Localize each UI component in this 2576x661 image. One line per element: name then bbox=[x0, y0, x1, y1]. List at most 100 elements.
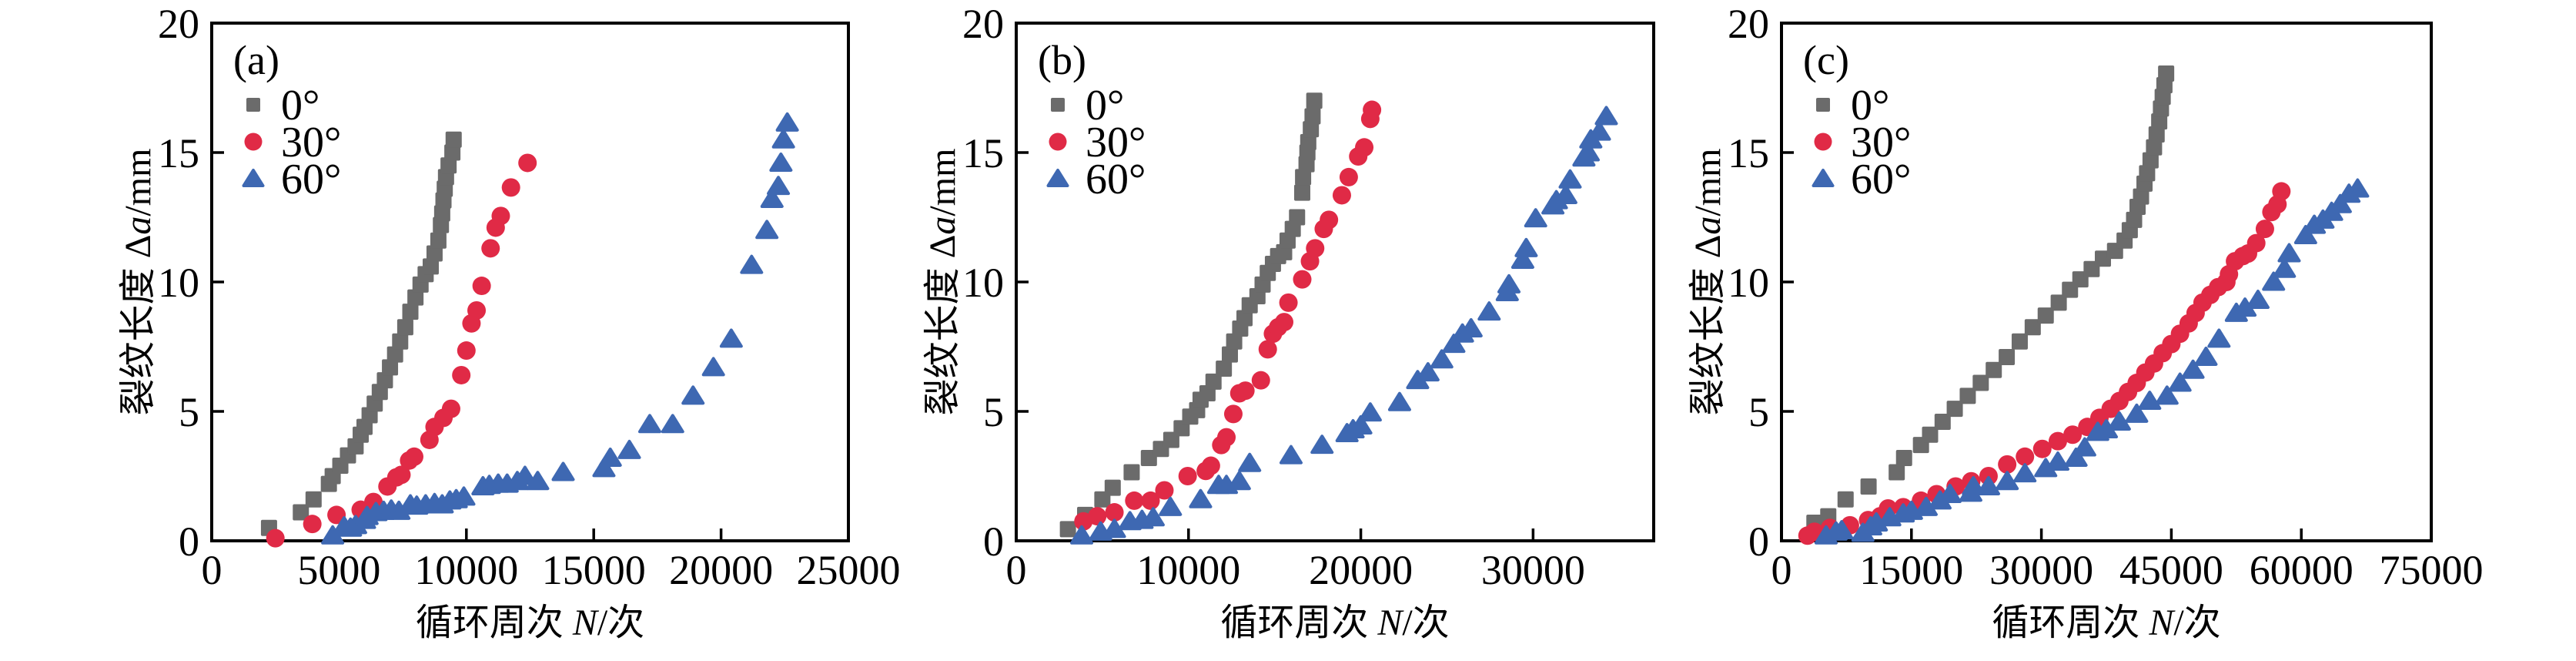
marker-triangle bbox=[1227, 471, 1251, 491]
marker-triangle bbox=[719, 328, 743, 348]
marker-triangle bbox=[617, 439, 641, 459]
marker-square bbox=[1216, 361, 1233, 377]
marker-square bbox=[305, 491, 322, 508]
marker-circle bbox=[404, 447, 423, 466]
marker-triangle bbox=[681, 385, 705, 405]
x-axis-title: 循环周次 N/次 bbox=[1220, 602, 1449, 643]
y-tick-label: 10 bbox=[158, 260, 199, 306]
marker-circle bbox=[327, 505, 346, 525]
marker-triangle bbox=[1349, 414, 1373, 435]
series-0deg bbox=[1806, 65, 2175, 531]
marker-square bbox=[1889, 464, 1905, 481]
marker-circle bbox=[2016, 447, 2035, 466]
legend-label: 30° bbox=[281, 119, 341, 166]
marker-triangle bbox=[1416, 362, 1440, 382]
marker-circle bbox=[501, 178, 520, 197]
marker-circle bbox=[1178, 467, 1197, 485]
marker-triangle bbox=[1830, 520, 1854, 540]
marker-circle bbox=[2032, 439, 2052, 458]
marker-circle bbox=[1293, 270, 1312, 289]
marker-square bbox=[1837, 491, 1854, 508]
marker-square bbox=[1289, 209, 1306, 226]
marker-circle bbox=[491, 206, 510, 226]
marker-triangle bbox=[1141, 507, 1165, 527]
marker-square bbox=[2050, 294, 2067, 311]
marker-square bbox=[1999, 348, 2016, 365]
x-tick-label: 0 bbox=[1006, 547, 1027, 593]
marker-square bbox=[1986, 361, 2002, 378]
marker-triangle bbox=[1524, 208, 1547, 228]
marker-square bbox=[1934, 413, 1951, 430]
marker-square bbox=[407, 289, 424, 306]
y-tick-label: 5 bbox=[1748, 389, 1769, 435]
marker-triangle bbox=[1962, 475, 1986, 495]
y-tick-label: 15 bbox=[158, 130, 199, 176]
marker-triangle bbox=[1070, 525, 1094, 545]
legend-label: 60° bbox=[1086, 156, 1146, 203]
marker-circle bbox=[392, 465, 411, 485]
marker-circle bbox=[303, 515, 322, 534]
y-axis-title: 裂纹长度 Δa/mm bbox=[118, 149, 159, 416]
marker-triangle bbox=[661, 414, 684, 434]
marker-square bbox=[2139, 165, 2156, 182]
marker-square bbox=[1972, 374, 1989, 391]
marker-square bbox=[422, 258, 439, 275]
marker-triangle bbox=[1238, 452, 1262, 472]
marker-triangle bbox=[1576, 142, 1600, 162]
chart-panel-b: 0 10000 20000 30000 0 5 10 15 20 循环周次 N/次 裂纹长度 Δa/… bbox=[922, 1, 1655, 643]
marker-square bbox=[1059, 521, 1076, 538]
marker-circle bbox=[1355, 138, 1374, 157]
marker-circle bbox=[1105, 503, 1124, 522]
marker-circle bbox=[1332, 186, 1351, 205]
marker-square bbox=[2148, 126, 2165, 143]
marker-circle bbox=[457, 341, 476, 361]
marker-square bbox=[1205, 373, 1222, 390]
marker-triangle bbox=[2064, 447, 2088, 467]
marker-square bbox=[1300, 134, 1316, 151]
marker-circle bbox=[1306, 239, 1325, 258]
marker-square bbox=[2024, 319, 2041, 336]
marker-triangle bbox=[2168, 372, 2192, 392]
marker-triangle bbox=[1558, 169, 1582, 189]
legend-item: 60° bbox=[1812, 156, 1911, 203]
y-tick-label: 0 bbox=[179, 518, 199, 565]
marker-triangle bbox=[1159, 496, 1183, 516]
marker-triangle bbox=[1514, 237, 1538, 257]
marker-circle bbox=[1320, 210, 1339, 230]
x-tick-label: 60000 bbox=[2250, 547, 2354, 593]
marker-circle bbox=[472, 277, 491, 296]
y-tick-label: 0 bbox=[983, 518, 1004, 565]
panel-label: (c) bbox=[1803, 37, 1849, 83]
legend-label: 0° bbox=[281, 82, 319, 129]
marker-triangle bbox=[2181, 359, 2205, 379]
y-tick-label: 15 bbox=[1728, 130, 1769, 176]
legend-label: 30° bbox=[1086, 119, 1146, 166]
marker-triangle bbox=[1497, 273, 1521, 294]
marker-circle bbox=[1217, 428, 1236, 447]
marker-square bbox=[2158, 65, 2175, 82]
legend-item: 30° bbox=[1814, 119, 1911, 166]
marker-triangle bbox=[2328, 193, 2352, 213]
series-30deg bbox=[1074, 100, 1382, 531]
marker-circle bbox=[441, 399, 460, 418]
marker-triangle bbox=[2125, 403, 2149, 423]
legend-label: 60° bbox=[281, 156, 341, 203]
marker-triangle bbox=[769, 152, 793, 172]
marker-triangle bbox=[740, 254, 764, 274]
y-tick-label: 5 bbox=[983, 389, 1004, 435]
legend-item: 60° bbox=[242, 156, 341, 203]
marker-circle bbox=[1363, 100, 1382, 119]
y-axis: 0 5 10 15 20 bbox=[158, 1, 224, 565]
x-tick-label: 45000 bbox=[2119, 547, 2223, 593]
marker-triangle bbox=[1996, 471, 2019, 491]
marker-circle bbox=[1049, 133, 1067, 151]
marker-square bbox=[430, 232, 447, 249]
panel-label: (a) bbox=[233, 37, 279, 83]
x-axis-title: 循环周次 N/次 bbox=[416, 602, 644, 643]
x-axis-title: 循环周次 N/次 bbox=[1992, 602, 2220, 643]
marker-triangle bbox=[2207, 328, 2231, 348]
x-tick-label: 15000 bbox=[542, 547, 646, 593]
marker-square bbox=[433, 205, 450, 222]
series-60deg bbox=[1814, 178, 2370, 545]
